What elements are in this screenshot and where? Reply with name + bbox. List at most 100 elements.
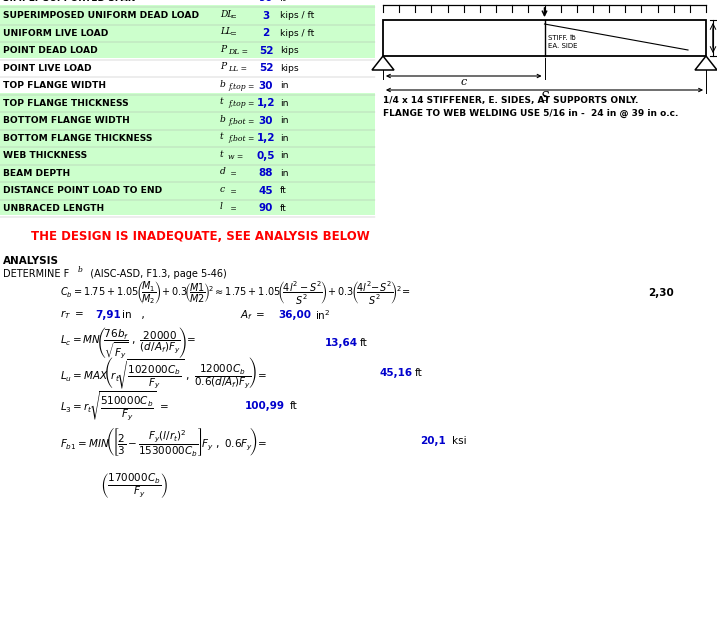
Text: in   ,: in ,	[122, 310, 145, 320]
Text: DETERMINE F: DETERMINE F	[3, 269, 70, 279]
Text: $L_3=r_t\!\sqrt{\dfrac{510000C_b}{F_y}}\ =$: $L_3=r_t\!\sqrt{\dfrac{510000C_b}{F_y}}\…	[60, 389, 169, 422]
Text: ft: ft	[290, 401, 298, 411]
Text: d: d	[220, 167, 226, 176]
Text: $L_u=MAX\!\left(\!r_t\!\sqrt{\dfrac{102000C_b}{F_y}}\ ,\ \dfrac{12000C_b}{0.6(d/: $L_u=MAX\!\left(\!r_t\!\sqrt{\dfrac{1020…	[60, 355, 267, 391]
Text: =: =	[228, 13, 237, 21]
Text: =: =	[228, 30, 237, 38]
Text: in: in	[280, 81, 288, 90]
Text: S: S	[540, 91, 549, 104]
Text: 1,2: 1,2	[257, 98, 275, 108]
Text: ft: ft	[415, 368, 423, 378]
Text: THE DESIGN IS INADEQUATE, SEE ANALYSIS BELOW: THE DESIGN IS INADEQUATE, SEE ANALYSIS B…	[31, 229, 369, 242]
Text: 88: 88	[259, 168, 273, 178]
Text: LL: LL	[220, 28, 232, 37]
Text: ANALYSIS: ANALYSIS	[3, 256, 59, 266]
Text: kips: kips	[280, 63, 298, 72]
Text: kips: kips	[280, 46, 298, 55]
Text: EA. SIDE: EA. SIDE	[549, 43, 578, 49]
Text: 52: 52	[259, 63, 273, 73]
Text: in: in	[280, 116, 288, 125]
Text: TOP FLANGE WIDTH: TOP FLANGE WIDTH	[3, 81, 106, 90]
Text: BOTTOM FLANGE THICKNESS: BOTTOM FLANGE THICKNESS	[3, 134, 153, 143]
Text: 0,5: 0,5	[257, 151, 275, 161]
Text: $A_f\ =$: $A_f\ =$	[240, 308, 265, 322]
Text: $\left(\dfrac{170000C_b}{\ \ \ F_y}\right)$: $\left(\dfrac{170000C_b}{\ \ \ F_y}\righ…	[100, 472, 168, 501]
Text: ft: ft	[280, 0, 287, 3]
Text: TOP FLANGE THICKNESS: TOP FLANGE THICKNESS	[3, 99, 128, 108]
Text: 90: 90	[259, 203, 273, 213]
Text: 45: 45	[259, 186, 273, 196]
Text: b: b	[78, 266, 83, 274]
Bar	[0, 40, 375, 58]
Bar	[0, 180, 375, 197]
Text: 2: 2	[262, 28, 270, 38]
Bar	[0, 163, 375, 180]
Text: in$^2$: in$^2$	[315, 308, 331, 322]
Text: $L_c=MN\!\left(\!\dfrac{76b_f}{\sqrt{F_y}}\ ,\ \dfrac{20000}{(d/A_f)F_y}\!\right: $L_c=MN\!\left(\!\dfrac{76b_f}{\sqrt{F_y…	[60, 325, 196, 361]
Text: 36,00: 36,00	[278, 310, 311, 320]
Text: P: P	[220, 45, 226, 54]
Text: t: t	[220, 150, 224, 159]
Text: f,bot =: f,bot =	[228, 118, 255, 126]
Bar	[0, 92, 375, 110]
Text: 1,2: 1,2	[257, 133, 275, 143]
Bar	[0, 22, 375, 40]
Text: WEB THICKNESS: WEB THICKNESS	[3, 151, 87, 160]
Text: UNIFORM LIVE LOAD: UNIFORM LIVE LOAD	[3, 29, 108, 38]
Text: BEAM DEPTH: BEAM DEPTH	[3, 169, 70, 178]
Text: STIFF. ℔: STIFF. ℔	[549, 35, 576, 41]
Text: $C_b=1.75+1.05\!\left(\!\dfrac{M_1}{M_2}\!\right)\!+0.3\!\left(\!\dfrac{M1}{M2}\: $C_b=1.75+1.05\!\left(\!\dfrac{M_1}{M_2}…	[60, 279, 410, 306]
Text: 20,1: 20,1	[420, 436, 446, 446]
Text: S: S	[220, 0, 227, 1]
Text: ft: ft	[280, 204, 287, 213]
Text: (AISC-ASD, F1.3, page 5-46): (AISC-ASD, F1.3, page 5-46)	[84, 269, 227, 279]
Text: UNBRACED LENGTH: UNBRACED LENGTH	[3, 204, 104, 213]
Polygon shape	[372, 56, 394, 70]
Text: t: t	[220, 132, 224, 141]
Text: DL =: DL =	[228, 47, 248, 56]
Text: ft: ft	[360, 338, 368, 348]
Text: =: =	[228, 0, 237, 3]
Text: 30: 30	[259, 81, 273, 91]
Bar	[0, 110, 375, 128]
Bar	[0, 145, 375, 163]
Text: f,top =: f,top =	[228, 100, 255, 108]
Bar	[0, 5, 375, 22]
Text: 7,91: 7,91	[95, 310, 120, 320]
Text: f,top =: f,top =	[228, 83, 255, 91]
Text: DISTANCE POINT LOAD TO END: DISTANCE POINT LOAD TO END	[3, 187, 162, 196]
Text: ft: ft	[280, 187, 287, 196]
Text: 2,30: 2,30	[648, 288, 674, 298]
Text: =: =	[228, 188, 237, 196]
Text: in: in	[280, 134, 288, 143]
Text: in: in	[280, 99, 288, 108]
Text: t: t	[220, 97, 224, 106]
Text: 3: 3	[262, 11, 270, 21]
Text: w =: w =	[228, 153, 243, 161]
Text: c: c	[220, 185, 225, 194]
Text: in: in	[280, 169, 288, 178]
Text: SIMPLY SUPPORTED SPAN: SIMPLY SUPPORTED SPAN	[3, 0, 136, 3]
Text: c: c	[460, 77, 467, 87]
Text: kips / ft: kips / ft	[280, 12, 314, 21]
Text: BOTTOM FLANGE WIDTH: BOTTOM FLANGE WIDTH	[3, 116, 130, 125]
Bar	[0, 128, 375, 145]
Bar	[383, 20, 706, 56]
Text: POINT LIVE LOAD: POINT LIVE LOAD	[3, 63, 92, 72]
Text: b: b	[220, 79, 226, 88]
Text: 1/4 x 14 STIFFENER, E. SIDES, AT SUPPORTS ONLY.: 1/4 x 14 STIFFENER, E. SIDES, AT SUPPORT…	[383, 96, 638, 105]
Bar	[0, 197, 375, 215]
Text: in: in	[280, 151, 288, 160]
Text: 45,16: 45,16	[380, 368, 413, 378]
Text: l: l	[220, 203, 223, 212]
Text: 52: 52	[259, 46, 273, 56]
Text: POINT DEAD LOAD: POINT DEAD LOAD	[3, 46, 98, 55]
Text: P: P	[220, 62, 226, 71]
Text: kips / ft: kips / ft	[280, 29, 314, 38]
Text: DL: DL	[220, 10, 233, 19]
Text: f,bot =: f,bot =	[228, 135, 255, 143]
Polygon shape	[695, 56, 717, 70]
Text: =: =	[228, 171, 237, 178]
Text: 13,64: 13,64	[325, 338, 358, 348]
Text: $r_T\ =$: $r_T\ =$	[60, 308, 84, 321]
